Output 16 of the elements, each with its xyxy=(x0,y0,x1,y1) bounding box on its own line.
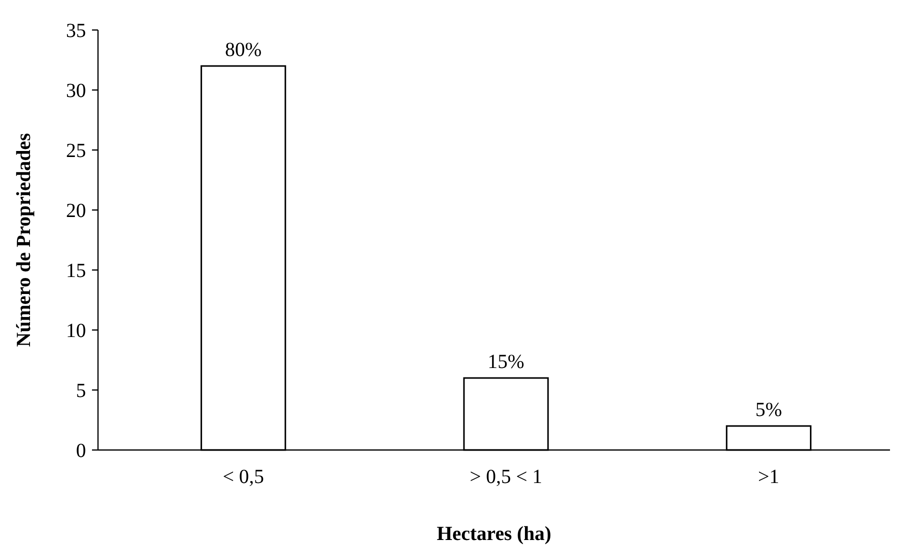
y-tick-label: 35 xyxy=(66,20,86,42)
x-tick-label: < 0,5 xyxy=(222,466,264,488)
y-tick-label: 5 xyxy=(76,380,86,402)
annotation: 15% xyxy=(488,351,524,373)
x-axis-title: Hectares (ha) xyxy=(436,523,552,545)
x-tick-label: >1 xyxy=(758,466,780,488)
y-tick-label: 30 xyxy=(66,80,86,102)
y-tick-label: 15 xyxy=(66,260,86,282)
y-tick-label: 0 xyxy=(76,440,86,462)
y-axis-title: Número de Propriedades xyxy=(13,132,35,347)
y-tick-label: 20 xyxy=(66,200,86,222)
annotation: 80% xyxy=(224,39,262,61)
y-tick-label: 10 xyxy=(66,320,86,342)
annotation: 5% xyxy=(755,399,782,421)
y-tick-label: 25 xyxy=(66,140,86,162)
x-tick-label: > 0,5 < 1 xyxy=(470,466,542,488)
